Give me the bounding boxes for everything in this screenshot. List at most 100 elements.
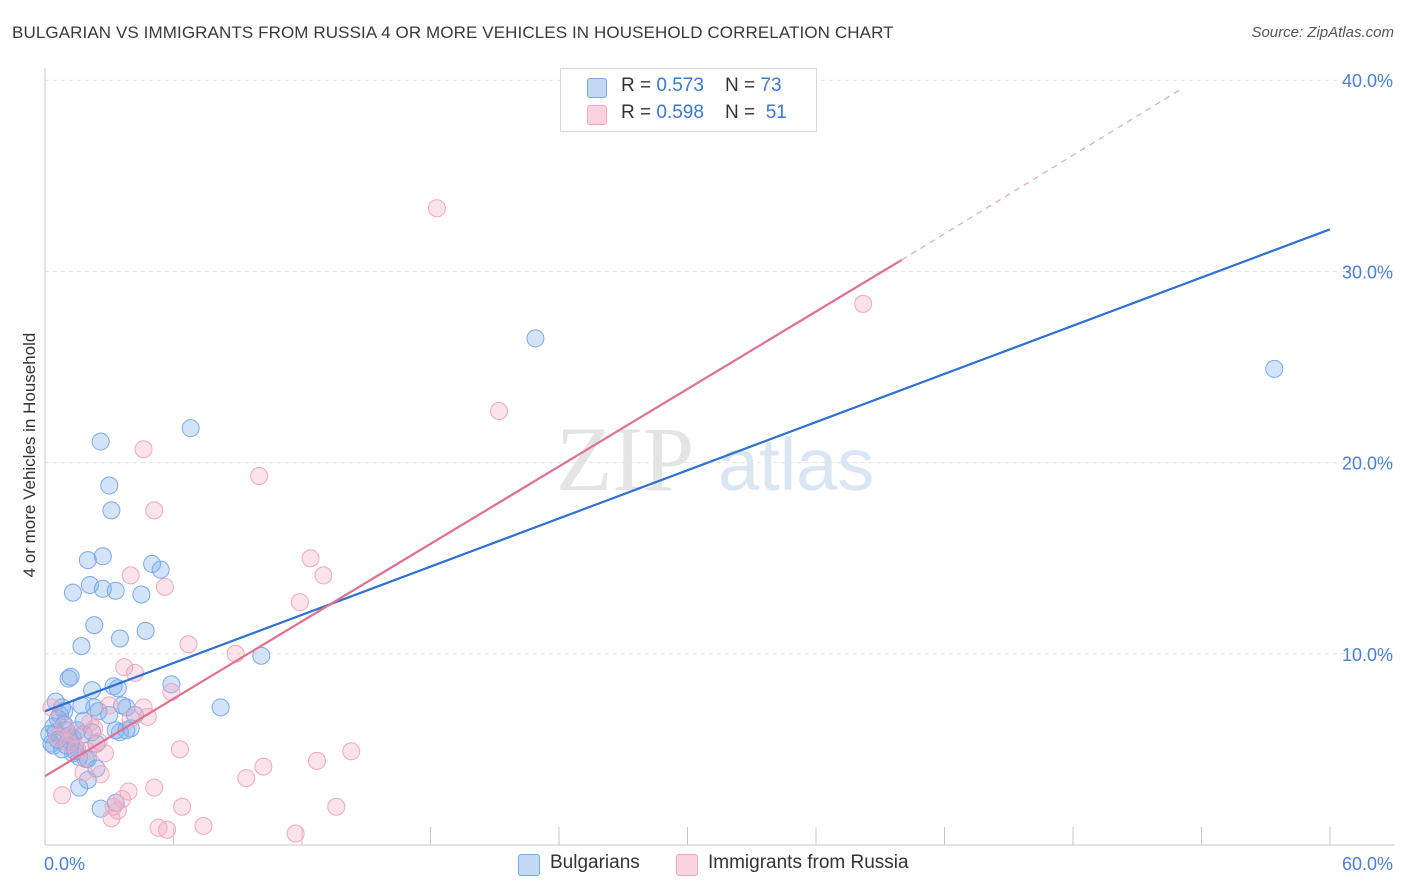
chart-title: BULGARIAN VS IMMIGRANTS FROM RUSSIA 4 OR…: [12, 23, 894, 42]
legend-n-value: 51: [765, 102, 787, 123]
bulgarian-point: [63, 583, 82, 602]
russia-point: [158, 820, 177, 839]
bulgarian-point: [110, 629, 129, 648]
axes: [44, 68, 1395, 846]
bulgarians-points: [40, 329, 1284, 818]
bottom-legend-label: Immigrants from Russia: [708, 852, 909, 873]
pink-swatch: [587, 105, 607, 125]
watermark-atlas: atlas: [718, 423, 874, 506]
bulgarian-point: [91, 432, 110, 451]
russia-point: [102, 809, 121, 828]
legend-text-bulgarians: R = 0.573 N = 73: [621, 75, 782, 97]
russia-point: [342, 742, 361, 761]
correlation-legend: R = 0.573 N = 73 R = 0.598 N = 51: [560, 68, 817, 132]
bulgarian-point: [162, 675, 181, 694]
legend-r-value: 0.598: [656, 102, 704, 123]
x-tick-label: 0.0%: [44, 854, 85, 874]
russia-point: [74, 763, 93, 782]
russia-point: [100, 696, 119, 715]
russia-point: [490, 401, 509, 420]
y-tick-label: 40.0%: [1342, 71, 1393, 91]
russia-point: [250, 466, 269, 485]
russia-point: [327, 797, 346, 816]
y-tick-label: 20.0%: [1342, 454, 1393, 474]
legend-text-russia: R = 0.598 N = 51: [621, 102, 787, 124]
russia-point: [145, 501, 164, 520]
russia-point: [42, 698, 61, 717]
russia-trend-extension: [901, 89, 1181, 261]
russia-point: [119, 782, 138, 801]
trend-lines: [44, 89, 1331, 778]
russia-point: [854, 294, 873, 313]
bottom-legend-label: Bulgarians: [550, 852, 640, 873]
bulgarian-point: [151, 560, 170, 579]
russia-point: [125, 663, 144, 682]
russia-point: [95, 744, 114, 763]
blue-swatch: [518, 854, 540, 876]
russia-point: [307, 751, 326, 770]
bulgarian-point: [100, 476, 119, 495]
russia-point: [121, 566, 140, 585]
grid-lines: [45, 79, 1395, 655]
russia-point: [48, 728, 67, 747]
bulgarian-point: [143, 554, 162, 573]
russia-point: [237, 769, 256, 788]
bulgarians-trend-line: [44, 228, 1331, 713]
bulgarian-point: [61, 667, 80, 686]
russia-point: [173, 797, 192, 816]
russia-point: [91, 765, 110, 784]
russia-point: [194, 816, 213, 835]
bulgarian-point: [72, 637, 91, 656]
bulgarian-point: [78, 551, 97, 570]
tick-labels: 10.0% 20.0% 30.0% 40.0% 0.0% 60.0%: [44, 71, 1393, 874]
source-credit: Source: ZipAtlas.com: [1251, 24, 1394, 41]
bulgarian-point: [93, 547, 112, 566]
y-tick-label: 10.0%: [1342, 645, 1393, 665]
russia-point: [55, 717, 74, 736]
bulgarian-point: [102, 501, 121, 520]
russia-point: [134, 440, 153, 459]
legend-n-label: N =: [725, 75, 761, 96]
bulgarian-point: [181, 419, 200, 438]
russia-point: [254, 757, 273, 776]
russia-point: [286, 824, 305, 843]
russia-point: [80, 713, 99, 732]
russia-point: [59, 734, 78, 753]
legend-n-label: N =: [725, 102, 761, 123]
russia-point: [145, 778, 164, 797]
bulgarian-point: [1265, 359, 1284, 378]
russia-point: [226, 644, 245, 663]
bulgarian-point: [136, 621, 155, 640]
legend-r-label: R =: [621, 75, 657, 96]
russia-point: [155, 577, 174, 596]
russia-point: [53, 786, 72, 805]
blue-swatch: [587, 78, 607, 98]
russia-point: [301, 549, 320, 568]
y-axis-title: 4 or more Vehicles in Household: [20, 333, 39, 578]
x-tick-label: 60.0%: [1342, 854, 1393, 874]
legend-r-label: R =: [621, 102, 657, 123]
russia-point: [65, 725, 84, 744]
bulgarian-point: [211, 698, 230, 717]
legend-n-value: 73: [760, 75, 782, 96]
bulgarian-point: [85, 616, 104, 635]
russia-point: [108, 801, 127, 820]
russia-point: [314, 566, 333, 585]
russia-point: [290, 593, 309, 612]
bulgarian-point: [100, 705, 119, 724]
bulgarian-point: [106, 581, 125, 600]
russia-trend-line: [44, 258, 903, 778]
russia-point: [170, 740, 189, 759]
bulgarian-point: [117, 721, 136, 740]
legend-r-value: 0.573: [656, 75, 704, 96]
bulgarian-point: [132, 585, 151, 604]
russia-point: [179, 635, 198, 654]
russia-points: [42, 199, 873, 843]
bulgarian-point: [252, 646, 271, 665]
russia-point: [162, 683, 181, 702]
y-tick-label: 30.0%: [1342, 262, 1393, 282]
russia-point: [427, 199, 446, 218]
pink-swatch: [676, 854, 698, 876]
russia-point: [113, 790, 132, 809]
